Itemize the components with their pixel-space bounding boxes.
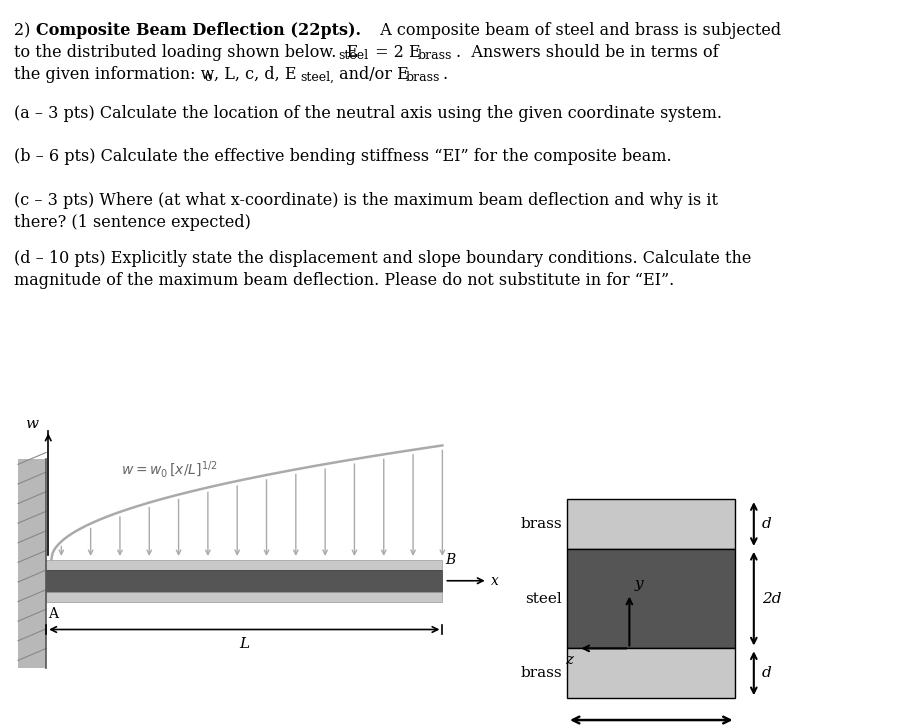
Text: (d – 10 pts) Explicitly state the displacement and slope boundary conditions. Ca: (d – 10 pts) Explicitly state the displa… [14,250,751,267]
Bar [18,459,47,668]
Text: (a – 3 pts) Calculate the location of the neutral axis using the given coordinat: (a – 3 pts) Calculate the location of th… [14,105,722,122]
Text: x: x [491,574,498,587]
Text: z: z [565,654,573,668]
Text: (b – 6 pts) Calculate the effective bending stiffness “EI” for the composite bea: (b – 6 pts) Calculate the effective bend… [14,148,672,165]
Bar [47,570,442,592]
Text: steel: steel [338,49,368,62]
Bar [47,592,442,601]
Bar [567,649,736,698]
Text: y: y [634,577,643,590]
Text: steel,: steel, [300,71,334,84]
Text: the given information: w: the given information: w [14,66,215,83]
Text: L: L [239,638,250,652]
Text: and/or E: and/or E [334,66,409,83]
Text: .  Answers should be in terms of: . Answers should be in terms of [456,44,718,61]
Text: to the distributed loading shown below.  E: to the distributed loading shown below. … [14,44,358,61]
Text: d: d [762,666,771,680]
Text: Composite Beam Deflection (22pts).: Composite Beam Deflection (22pts). [36,22,361,39]
Text: $w = w_0\,[x/L]^{1/2}$: $w = w_0\,[x/L]^{1/2}$ [121,460,218,480]
Text: 2): 2) [14,22,36,39]
Bar [47,560,442,570]
Text: .: . [442,66,447,83]
Text: brass: brass [418,49,452,62]
Text: o: o [204,71,211,84]
Text: brass: brass [406,71,441,84]
Text: B: B [445,553,456,567]
Text: (c – 3 pts) Where (at what x-coordinate) is the maximum beam deflection and why : (c – 3 pts) Where (at what x-coordinate)… [14,192,718,209]
Text: A composite beam of steel and brass is subjected: A composite beam of steel and brass is s… [370,22,781,39]
Text: brass: brass [520,517,562,531]
Text: w: w [26,416,38,430]
Text: steel: steel [526,592,562,606]
Text: magnitude of the maximum beam deflection. Please do not substitute in for “EI”.: magnitude of the maximum beam deflection… [14,272,675,289]
Text: = 2 E: = 2 E [370,44,420,61]
Text: A: A [48,606,58,620]
Bar [567,549,736,649]
Text: brass: brass [520,666,562,680]
Text: there? (1 sentence expected): there? (1 sentence expected) [14,214,250,231]
Text: d: d [762,517,771,531]
Bar [567,499,736,549]
Text: , L, c, d, E: , L, c, d, E [214,66,296,83]
Text: 2d: 2d [762,592,781,606]
